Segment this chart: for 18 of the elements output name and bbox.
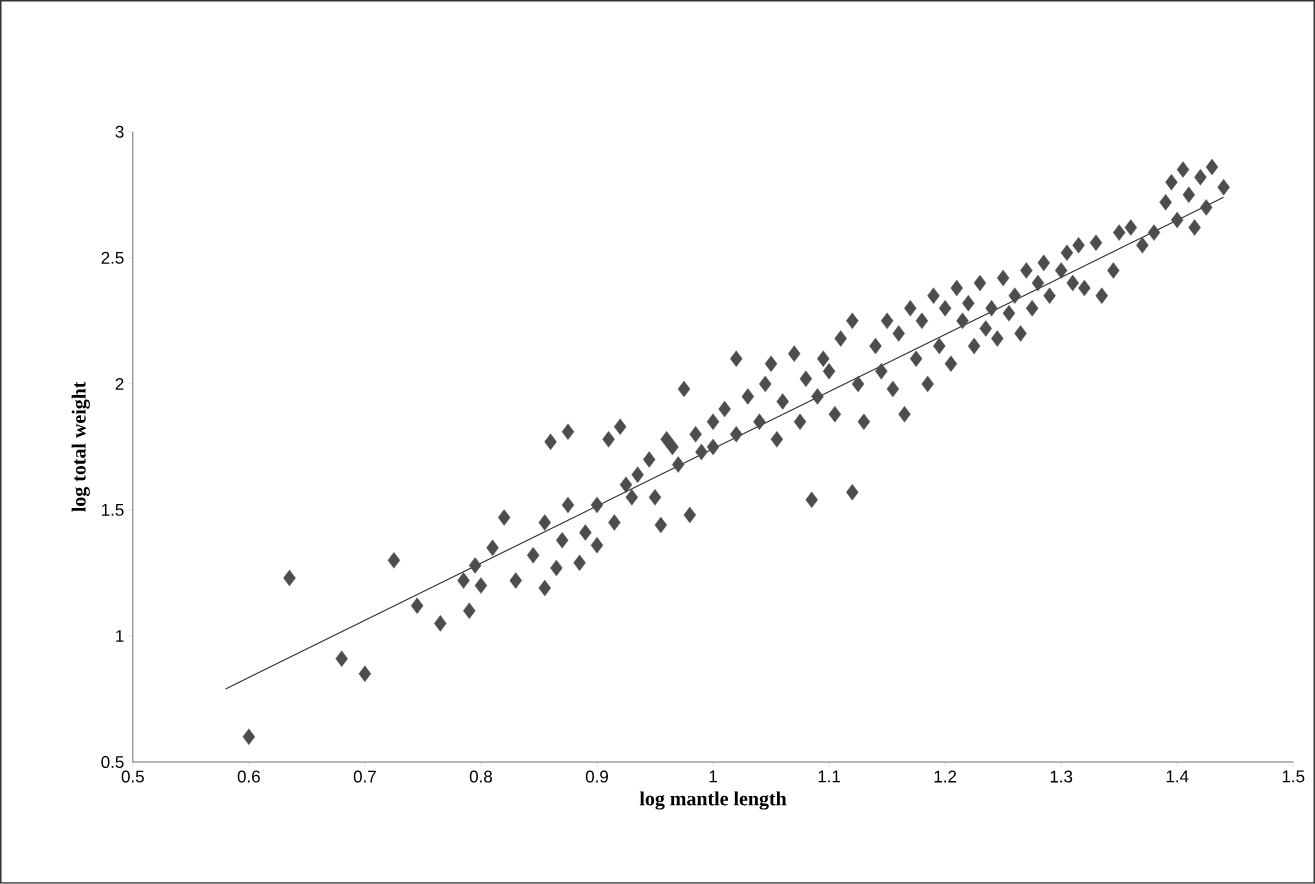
y-tick-label: 3 — [115, 125, 124, 138]
x-tick-label: 1.1 — [818, 770, 841, 783]
x-tick-label: 0.6 — [237, 770, 260, 783]
y-tick-label: 1.5 — [102, 504, 124, 516]
x-tick-label: 0.9 — [585, 770, 608, 783]
x-tick-label: 0.8 — [469, 770, 492, 783]
x-tick-label: 0.7 — [353, 770, 376, 783]
x-tick-label: 1 — [709, 770, 717, 783]
y-axis-title: log total weight — [71, 381, 90, 512]
y-tick-label: 2 — [115, 378, 124, 390]
x-axis-title: log mantle length — [639, 791, 787, 810]
x-tick-label: 1.2 — [934, 770, 957, 783]
y-tick-label: 0.5 — [101, 756, 124, 769]
x-tick-label: 1.5 — [1282, 770, 1305, 783]
y-tick-label: 2.5 — [101, 251, 124, 264]
y-tick-label: 1 — [116, 630, 124, 642]
x-tick-label: 1.3 — [1050, 770, 1073, 783]
x-tick-label: 1.4 — [1166, 770, 1189, 783]
